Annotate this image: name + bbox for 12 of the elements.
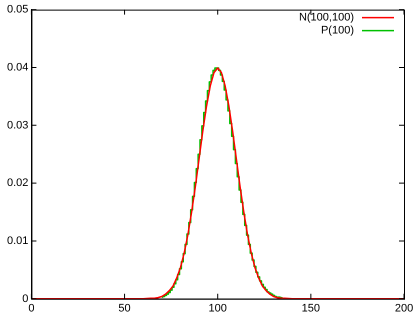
x-tick-label: 100 [208,302,227,314]
y-tick-label: 0.01 [6,234,28,247]
x-tick-label: 200 [394,302,414,314]
y-tick-label: 0.05 [6,4,28,16]
y-tick-label: 0.03 [6,119,28,132]
y-tick-label: 0 [22,292,28,305]
y-tick-label: 0.04 [6,61,28,74]
y-tick-label: 0.02 [6,177,28,190]
legend-label: P(100) [320,24,354,37]
legend-label: N(100,100) [298,12,354,24]
x-tick-label: 50 [118,302,131,314]
x-tick-label: 150 [302,302,320,314]
